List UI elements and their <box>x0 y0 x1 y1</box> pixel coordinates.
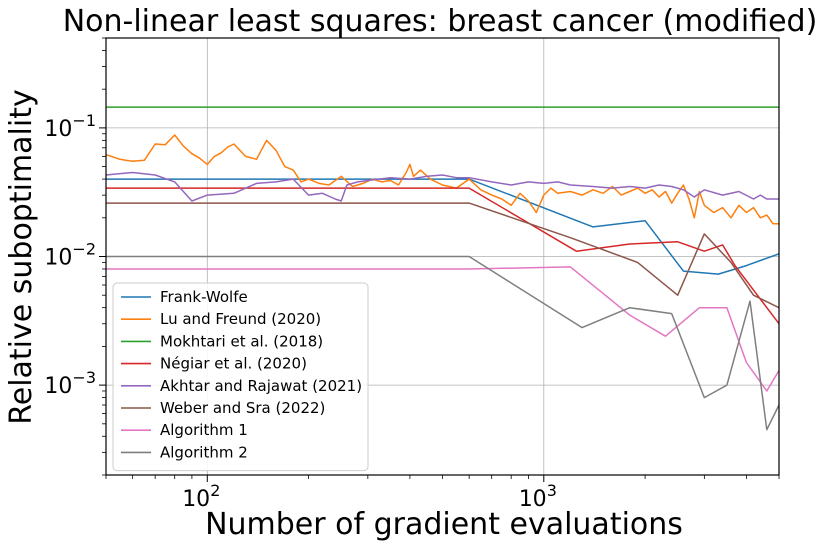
ticks: 102 103 10−1 10−2 10−3 <box>44 37 780 512</box>
series-line-6 <box>106 202 779 309</box>
series-line-4 <box>106 187 779 325</box>
legend-entry-7: Algorithm 1 <box>160 421 248 439</box>
legend-entry-5: Akhtar and Rajawat (2021) <box>160 377 362 395</box>
legend-box <box>112 282 369 472</box>
series-line-1 <box>106 178 779 275</box>
y-tick-label: 10−2 <box>44 240 96 271</box>
series-line-8 <box>106 255 779 431</box>
series-line-5 <box>106 171 779 202</box>
chart-title: Non-linear least squares: breast cancer … <box>63 4 818 39</box>
x-tick-label: 103 <box>519 481 557 512</box>
y-tick-label: 10−1 <box>44 111 96 142</box>
legend-entry-6: Weber and Sra (2022) <box>160 399 325 417</box>
series-layer <box>106 106 779 431</box>
y-tick-label: 10−3 <box>44 368 96 399</box>
legend: Frank-Wolfe Lu and Freund (2020) Mokhtari … <box>112 282 369 472</box>
legend-entry-4: Négiar et al. (2020) <box>160 355 307 373</box>
legend-entry-2: Lu and Freund (2020) <box>160 310 321 328</box>
legend-entry-3: Mokhtari et al. (2018) <box>160 332 323 350</box>
x-tick-label: 102 <box>182 481 220 512</box>
x-axis-label: Number of gradient evaluations <box>205 507 683 542</box>
series-line-2 <box>106 134 779 225</box>
series-line-7 <box>106 266 779 392</box>
legend-entry-8: Algorithm 2 <box>160 443 248 461</box>
y-axis-label: Relative suboptimality <box>4 89 39 425</box>
legend-entry-1: Frank-Wolfe <box>160 288 248 306</box>
